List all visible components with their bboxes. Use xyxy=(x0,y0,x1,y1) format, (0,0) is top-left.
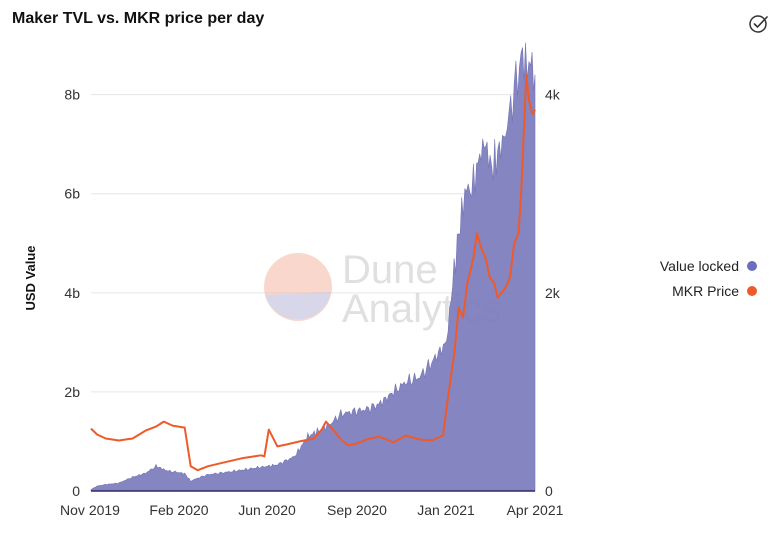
watermark-line2: Analytics xyxy=(342,287,502,331)
y-tick-label-2: 4b xyxy=(64,285,80,301)
legend-item-value-locked[interactable]: Value locked xyxy=(660,258,757,274)
mkr-price-series xyxy=(90,73,536,472)
legend-dot-value-locked xyxy=(747,261,757,271)
legend-item-mkr-price[interactable]: MKR Price xyxy=(672,283,757,299)
x-tick-label-0: Nov 2019 xyxy=(60,502,120,518)
chart-title: Maker TVL vs. MKR price per day xyxy=(12,10,265,27)
x-tick-label-4: Jan 2021 xyxy=(417,502,475,518)
y-tick-label-4: 8b xyxy=(64,87,80,103)
watermark-logo-bottom xyxy=(265,292,330,320)
y-tick-label-3: 6b xyxy=(64,186,80,202)
axes: 0 2b 4b 6b 8b 0 2k 4k Nov 2019 Feb 2020 Jun 2020 Se… xyxy=(60,87,564,518)
value-locked-series xyxy=(90,42,536,492)
watermark-logo-top xyxy=(264,253,332,321)
y2-tick-label-1: 2k xyxy=(545,285,561,301)
y2-tick-label-0: 0 xyxy=(545,483,553,499)
grid-lines xyxy=(91,94,535,393)
legend: Value locked MKR Price xyxy=(660,258,757,299)
check-circle-icon[interactable] xyxy=(748,12,770,34)
x-tick-label-1: Feb 2020 xyxy=(149,502,208,518)
x-tick-label-5: Apr 2021 xyxy=(507,502,564,518)
y-tick-label-1: 2b xyxy=(64,384,80,400)
x-tick-label-3: Sep 2020 xyxy=(327,502,387,518)
mkr-price-line xyxy=(90,73,536,472)
watermark-line1: Dune xyxy=(342,248,438,292)
watermark: Dune Analytics xyxy=(264,248,502,331)
y-tick-label-0: 0 xyxy=(72,483,80,499)
x-tick-label-2: Jun 2020 xyxy=(238,502,296,518)
legend-dot-mkr-price xyxy=(747,286,757,296)
y2-tick-label-2: 4k xyxy=(545,87,561,103)
legend-label-mkr-price: MKR Price xyxy=(672,283,739,299)
value-locked-area xyxy=(90,42,536,492)
y-axis-label: USD Value xyxy=(23,245,38,310)
legend-label-value-locked: Value locked xyxy=(660,258,739,274)
